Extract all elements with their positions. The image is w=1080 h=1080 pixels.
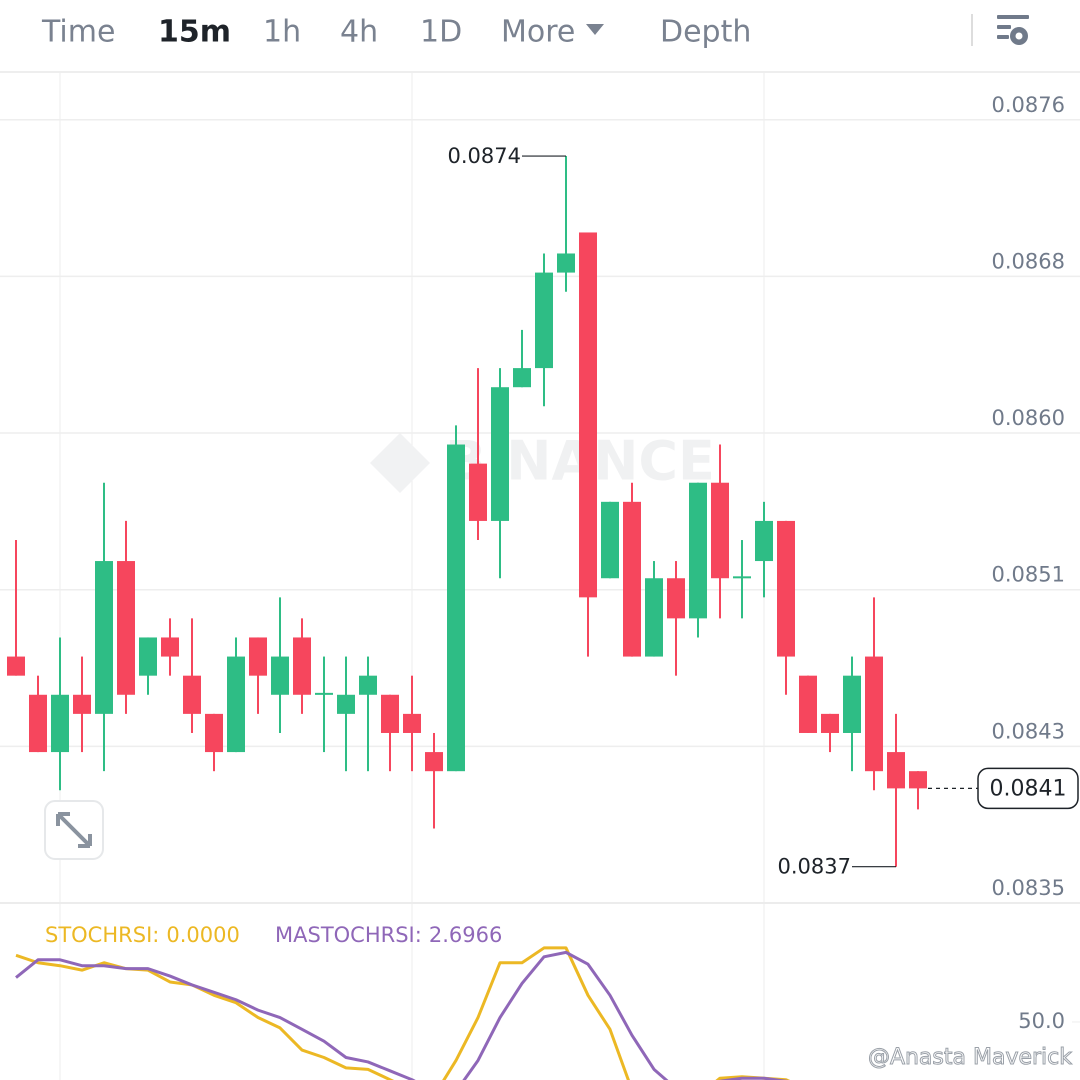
candle-body <box>513 368 531 388</box>
candle-body <box>183 675 201 714</box>
tab[interactable]: 1h <box>263 15 301 50</box>
candle-body <box>843 675 861 733</box>
candle-body <box>447 444 465 772</box>
candle-body <box>557 253 575 273</box>
indicator-line <box>15 950 789 1080</box>
candle-body <box>777 520 795 657</box>
candles <box>7 156 927 867</box>
y-tick-label: 0.0876 <box>992 93 1065 117</box>
candle-body <box>293 637 311 695</box>
legend-value: 0.0000 <box>166 923 239 947</box>
candle-body <box>117 561 135 695</box>
icon-bar <box>997 35 1009 39</box>
tab[interactable]: Time <box>41 15 115 50</box>
candle-body <box>161 637 179 657</box>
candle-body <box>799 675 817 733</box>
candle-body <box>95 561 113 714</box>
candle-body <box>271 656 289 695</box>
candle-body <box>535 272 553 369</box>
candle-body <box>337 694 355 714</box>
candle-body <box>579 232 597 598</box>
tab[interactable]: 1D <box>420 15 462 50</box>
legend-entry: STOCHRSI: 0.0000 <box>45 923 240 947</box>
candle-body <box>755 520 773 562</box>
settings-icon[interactable] <box>997 15 1029 45</box>
y-tick-label: 0.0851 <box>992 563 1065 587</box>
candle-body <box>205 713 223 753</box>
candle-body <box>601 501 619 579</box>
icon-bar <box>997 25 1011 29</box>
candle-body <box>403 713 421 733</box>
y-tick-label: 0.0835 <box>992 876 1065 900</box>
candle-body <box>381 694 399 733</box>
last-price-label: 0.0841 <box>990 776 1067 801</box>
last-price-box <box>977 767 1079 810</box>
candle-body <box>51 694 69 753</box>
logo-diamond <box>370 433 430 493</box>
annotation-label: 0.0874 <box>448 144 521 168</box>
candle-body <box>227 656 245 753</box>
expand-arrows <box>56 812 92 848</box>
candle-body <box>733 576 751 579</box>
candle-body <box>645 578 663 657</box>
candle-body <box>469 463 487 521</box>
candle-body <box>139 637 157 676</box>
expand-button[interactable] <box>44 800 104 860</box>
candle-body <box>821 713 839 733</box>
candle-body <box>359 675 377 695</box>
candle-body <box>425 752 443 772</box>
tab[interactable]: 15m <box>158 15 231 50</box>
tab[interactable]: More <box>501 15 575 50</box>
candle-body <box>667 578 685 619</box>
candle-body <box>491 387 509 521</box>
candle-body <box>623 501 641 657</box>
candle-body <box>865 656 883 772</box>
y-tick-label: 0.0860 <box>992 406 1065 430</box>
candle-body <box>909 771 927 789</box>
legend-name: STOCHRSI: <box>45 923 159 947</box>
candle-body <box>249 637 267 676</box>
candle-body <box>887 752 905 789</box>
candle-body <box>711 482 729 579</box>
legend-entry: MASTOCHRSI: 2.6966 <box>275 923 502 947</box>
credit-watermark: @Anasta Maverick <box>868 1045 1072 1070</box>
candle-body <box>689 482 707 619</box>
icon-bar <box>997 15 1029 19</box>
legend-name: MASTOCHRSI: <box>275 923 422 947</box>
annotation-label: 0.0837 <box>778 855 851 879</box>
y-tick-label: 0.0843 <box>992 719 1065 743</box>
indicator-lines <box>15 946 791 1080</box>
icon-gear-hole <box>1015 32 1023 40</box>
legend-value: 2.6966 <box>429 923 502 947</box>
y-tick-label: 50.0 <box>1018 1009 1065 1033</box>
y-tick-label: 0.0868 <box>992 249 1065 273</box>
candle-body <box>29 694 47 753</box>
brand-logo <box>370 433 430 493</box>
candle-body <box>7 656 25 676</box>
tab[interactable]: Depth <box>660 15 751 50</box>
candle-body <box>73 694 91 714</box>
candle-body <box>315 692 333 695</box>
dropdown-caret[interactable] <box>586 24 604 35</box>
layout <box>0 14 1080 1080</box>
tab[interactable]: 4h <box>340 15 378 50</box>
